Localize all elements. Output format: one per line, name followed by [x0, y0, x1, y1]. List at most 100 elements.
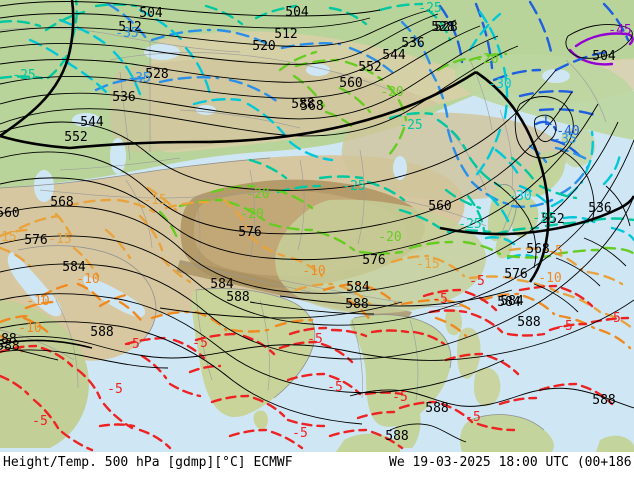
svg-text:544: 544	[382, 48, 406, 63]
svg-text:-20: -20	[240, 207, 263, 222]
svg-text:536: 536	[112, 90, 135, 105]
svg-text:568: 568	[50, 195, 73, 210]
svg-text:536: 536	[588, 201, 611, 216]
footer-field-label: Height/Temp. 500 hPa [gdmp][°C] ECMWF	[3, 455, 293, 470]
temp-label: -5-5	[547, 244, 563, 259]
height-label: 504504	[592, 49, 616, 64]
svg-text:504: 504	[592, 49, 616, 64]
temp-label: -5-5	[307, 332, 323, 347]
country-borders	[0, 27, 607, 401]
svg-text:-5: -5	[307, 332, 323, 347]
svg-text:576: 576	[362, 253, 385, 268]
svg-text:512: 512	[118, 20, 141, 35]
svg-text:-25: -25	[342, 179, 365, 194]
svg-text:-15: -15	[48, 232, 71, 247]
height-contour-588-thick	[0, 339, 93, 349]
temp-label: -35-35	[115, 26, 138, 41]
temp-label: -5-5	[605, 311, 621, 326]
svg-text:-15: -15	[0, 230, 17, 245]
temp-label: -25-25	[342, 179, 365, 194]
map-canvas[interactable]: 5045045125125045045125125205205365365445…	[0, 0, 634, 452]
svg-text:588: 588	[425, 401, 448, 416]
svg-text:-20: -20	[475, 52, 498, 67]
temp-label: -5-5	[432, 292, 448, 307]
temp-contour--20	[158, 50, 634, 259]
svg-text:588: 588	[226, 290, 249, 305]
svg-text:-15: -15	[143, 193, 166, 208]
temp-label: -5-5	[192, 336, 208, 351]
svg-text:588: 588	[345, 297, 368, 312]
coastlines	[0, 157, 545, 431]
svg-text:-10: -10	[302, 264, 325, 279]
temp-label: -15-15	[48, 232, 71, 247]
temp-label: -25-25	[532, 211, 555, 226]
temp-label: -15-15	[0, 230, 17, 245]
svg-text:-5: -5	[392, 390, 408, 405]
svg-text:560: 560	[428, 199, 451, 214]
svg-text:584: 584	[500, 294, 524, 309]
height-label: 584584	[210, 277, 234, 292]
svg-text:-5: -5	[124, 337, 140, 352]
temp-label: -10-10	[18, 321, 41, 336]
temp-label: -5-5	[469, 274, 485, 289]
svg-text:-5: -5	[107, 382, 123, 397]
svg-text:528: 528	[145, 67, 168, 82]
height-label: 528528	[145, 67, 168, 82]
temp-label: -20-20	[378, 230, 401, 245]
svg-text:-5: -5	[432, 292, 448, 307]
temp-label: -20-20	[246, 187, 269, 202]
svg-text:-20: -20	[380, 85, 403, 100]
svg-text:528: 528	[431, 20, 454, 35]
svg-text:-35: -35	[127, 71, 150, 86]
map-svg: 5045045125125045045125125205205365365445…	[0, 0, 634, 452]
svg-text:-30: -30	[508, 189, 531, 204]
height-label: 584584	[62, 260, 86, 275]
temp-label: -25-25	[399, 118, 422, 133]
svg-text:-30: -30	[488, 77, 511, 92]
height-label: 552552	[358, 60, 381, 75]
svg-text:584: 584	[497, 295, 521, 310]
svg-text:588: 588	[90, 325, 113, 340]
svg-text:-35: -35	[115, 26, 138, 41]
svg-text:-25: -25	[458, 217, 481, 232]
temp-label: -20-20	[475, 52, 498, 67]
temp-label: -10-10	[538, 271, 561, 286]
height-label: 504504	[139, 6, 163, 21]
svg-text:536: 536	[401, 36, 424, 51]
svg-text:-45: -45	[608, 23, 631, 38]
pressure-center-labels: LL	[544, 113, 552, 129]
temp-label: -25-25	[418, 1, 441, 16]
svg-text:-10: -10	[18, 321, 41, 336]
svg-text:528: 528	[434, 20, 457, 35]
svg-text:584: 584	[346, 280, 370, 295]
svg-text:-35: -35	[553, 132, 576, 147]
svg-text:-5: -5	[327, 380, 343, 395]
svg-text:512: 512	[274, 27, 297, 42]
height-label: 584584	[497, 295, 521, 310]
svg-text:-25: -25	[532, 211, 555, 226]
temp-contour--15	[0, 186, 634, 332]
height-label: 560560	[428, 199, 451, 214]
footer-valid-time: We 19-03-2025 18:00 UTC (00+186)	[389, 455, 634, 470]
svg-text:520: 520	[252, 39, 275, 54]
svg-text:568: 568	[300, 99, 323, 114]
height-label: 552552	[64, 130, 87, 145]
svg-text:-25: -25	[399, 118, 422, 133]
height-label: 512512	[274, 27, 297, 42]
temp-label: -5-5	[465, 410, 481, 425]
svg-text:-20: -20	[378, 230, 401, 245]
height-label: 584584	[346, 280, 370, 295]
temp-label: -10-10	[302, 264, 325, 279]
svg-text:552: 552	[358, 60, 381, 75]
svg-text:-10: -10	[26, 294, 49, 309]
temp-label: -30-30	[508, 189, 531, 204]
svg-text:-10: -10	[538, 271, 561, 286]
temp-label: -15-15	[143, 193, 166, 208]
